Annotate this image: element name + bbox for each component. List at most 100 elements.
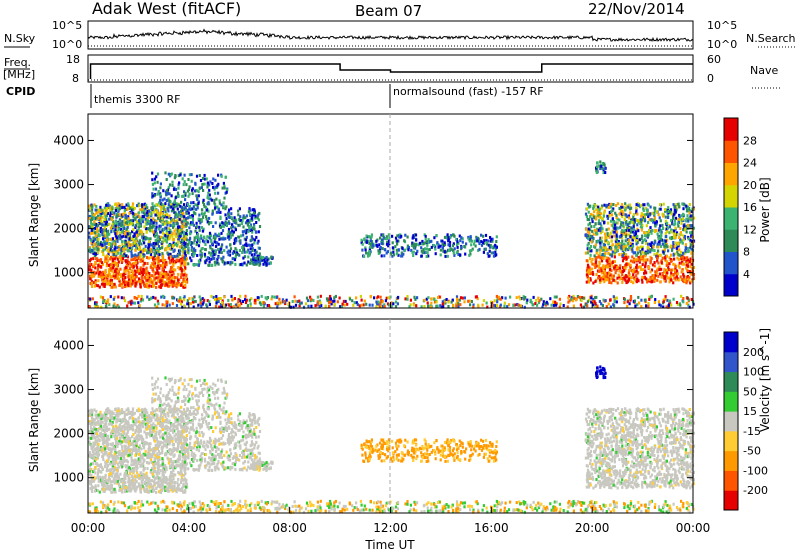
power-cell [587, 227, 590, 231]
power-cell [434, 247, 437, 251]
power-cell [241, 219, 244, 223]
power-cell [178, 228, 181, 232]
power-cell [598, 262, 601, 266]
power-cell [258, 263, 261, 267]
power-cell [461, 240, 464, 244]
power-cell [343, 303, 346, 307]
power-cell [602, 257, 605, 260]
power-cell [690, 259, 694, 263]
power-cell [642, 215, 645, 219]
power-cell [605, 228, 608, 232]
power-cell [333, 296, 336, 300]
power-cell [689, 281, 692, 285]
power-cell [673, 208, 677, 212]
power-cell [415, 252, 418, 256]
power-cell [609, 219, 613, 223]
power-cell [158, 247, 162, 250]
power-cell [638, 260, 641, 264]
power-cell [179, 296, 182, 300]
power-cell [519, 304, 523, 308]
power-cell [412, 236, 416, 239]
power-cell [386, 240, 389, 244]
power-cell [182, 194, 185, 198]
power-cell [534, 302, 537, 305]
power-cell [409, 303, 412, 307]
power-cell [617, 245, 620, 249]
power-cell [234, 262, 237, 266]
power-cell [196, 203, 199, 207]
power-cell [604, 246, 607, 250]
power-cell [658, 240, 661, 244]
power-cell [644, 251, 648, 255]
power-cell [228, 303, 231, 307]
power-cell [138, 272, 141, 276]
power-cell [623, 276, 626, 280]
power-cell [367, 254, 370, 258]
power-cell [616, 249, 619, 253]
power-cell [203, 252, 206, 256]
power-cell [155, 221, 158, 225]
power-cell [600, 236, 603, 240]
power-cell [148, 249, 151, 253]
power-cell [180, 246, 183, 250]
power-cell [132, 265, 135, 269]
power-cell [231, 257, 234, 261]
power-cell [217, 255, 220, 259]
power-cell [379, 236, 382, 240]
power-cell [148, 280, 151, 284]
power-cell [670, 218, 673, 222]
power-cell [107, 263, 110, 267]
power-cell [166, 232, 169, 236]
power-cell [118, 234, 121, 238]
power-cell [685, 224, 688, 228]
power-cell [93, 203, 96, 207]
power-cell [139, 218, 142, 222]
power-cell [152, 275, 155, 279]
power-cell [490, 237, 493, 241]
power-cell [168, 260, 171, 264]
power-cell [298, 304, 301, 308]
power-cell [596, 232, 599, 236]
power-cell [186, 221, 189, 225]
power-cell [99, 219, 103, 223]
power-cell [615, 300, 618, 304]
power-cell [392, 302, 395, 306]
cpid-segment-1: themis 3300 RF [94, 93, 181, 106]
power-cell [236, 305, 239, 309]
power-cell [633, 299, 636, 303]
power-cell [112, 207, 115, 211]
power-cell [127, 203, 130, 207]
power-cell [147, 227, 150, 231]
power-cell [93, 222, 96, 226]
power-cell [608, 260, 611, 263]
power-cell [674, 236, 677, 239]
power-cell [407, 248, 410, 252]
power-cell [667, 249, 670, 253]
power-cell [635, 247, 639, 251]
power-cell [597, 276, 600, 280]
power-cell [155, 256, 158, 260]
power-cell [449, 235, 452, 239]
power-cell [673, 235, 676, 239]
power-cell [268, 262, 271, 266]
power-cell [675, 246, 678, 250]
power-cell [257, 239, 260, 243]
power-cell [600, 259, 604, 263]
power-cell [225, 205, 228, 209]
power-cell [669, 208, 673, 212]
power-cell [219, 215, 222, 219]
power-cell [197, 259, 200, 263]
power-cell [686, 214, 689, 218]
power-cell [168, 192, 171, 196]
power-cell [134, 213, 138, 217]
power-cell [600, 279, 603, 283]
power-cell [90, 239, 93, 243]
power-cell [470, 239, 474, 243]
power-cell [604, 272, 607, 276]
power-cell [435, 234, 438, 237]
power-cell [687, 249, 690, 253]
power-cell [336, 300, 339, 304]
power-cell [623, 297, 626, 301]
power-cell [198, 228, 201, 232]
power-cell [114, 234, 117, 238]
